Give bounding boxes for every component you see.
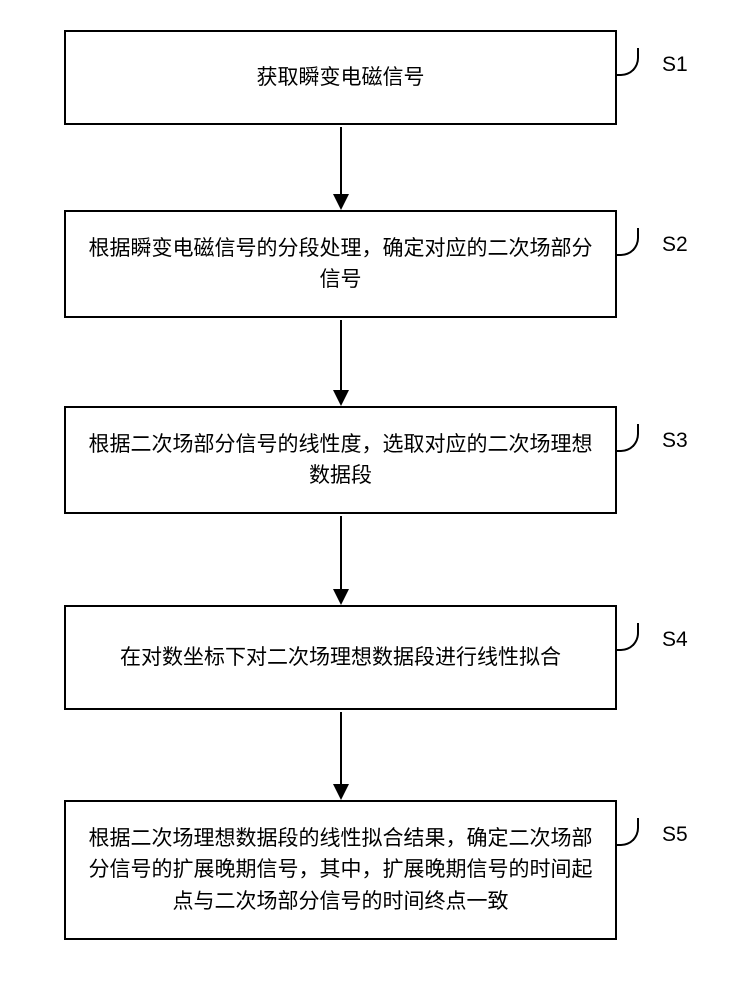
label-connector-s3 <box>615 424 639 452</box>
step-label-s2: S2 <box>662 233 688 257</box>
label-connector-s5 <box>615 818 639 846</box>
label-connector-s2 <box>615 228 639 256</box>
arrow-line <box>340 127 342 194</box>
arrow-head-icon <box>333 194 349 210</box>
flowchart-container: 获取瞬变电磁信号 S1 根据瞬变电磁信号的分段处理，确定对应的二次场部分信号 S… <box>0 0 729 1000</box>
step-label-s3: S3 <box>662 429 688 453</box>
step-text: 获取瞬变电磁信号 <box>257 62 425 94</box>
arrow-line <box>340 320 342 390</box>
step-text: 根据二次场理想数据段的线性拟合结果，确定二次场部分信号的扩展晚期信号，其中，扩展… <box>86 823 595 918</box>
arrow-line <box>340 516 342 589</box>
step-label-s5: S5 <box>662 823 688 847</box>
step-box-s1: 获取瞬变电磁信号 <box>64 30 617 125</box>
step-text: 在对数坐标下对二次场理想数据段进行线性拟合 <box>120 642 561 674</box>
step-text: 根据瞬变电磁信号的分段处理，确定对应的二次场部分信号 <box>86 233 595 296</box>
arrow-head-icon <box>333 390 349 406</box>
step-box-s4: 在对数坐标下对二次场理想数据段进行线性拟合 <box>64 605 617 710</box>
step-label-s1: S1 <box>662 53 688 77</box>
step-box-s2: 根据瞬变电磁信号的分段处理，确定对应的二次场部分信号 <box>64 210 617 318</box>
label-connector-s4 <box>615 623 639 651</box>
step-box-s3: 根据二次场部分信号的线性度，选取对应的二次场理想数据段 <box>64 406 617 514</box>
step-text: 根据二次场部分信号的线性度，选取对应的二次场理想数据段 <box>86 429 595 492</box>
arrow-head-icon <box>333 589 349 605</box>
arrow-line <box>340 712 342 784</box>
label-connector-s1 <box>615 48 639 76</box>
step-label-s4: S4 <box>662 628 688 652</box>
arrow-head-icon <box>333 784 349 800</box>
step-box-s5: 根据二次场理想数据段的线性拟合结果，确定二次场部分信号的扩展晚期信号，其中，扩展… <box>64 800 617 940</box>
